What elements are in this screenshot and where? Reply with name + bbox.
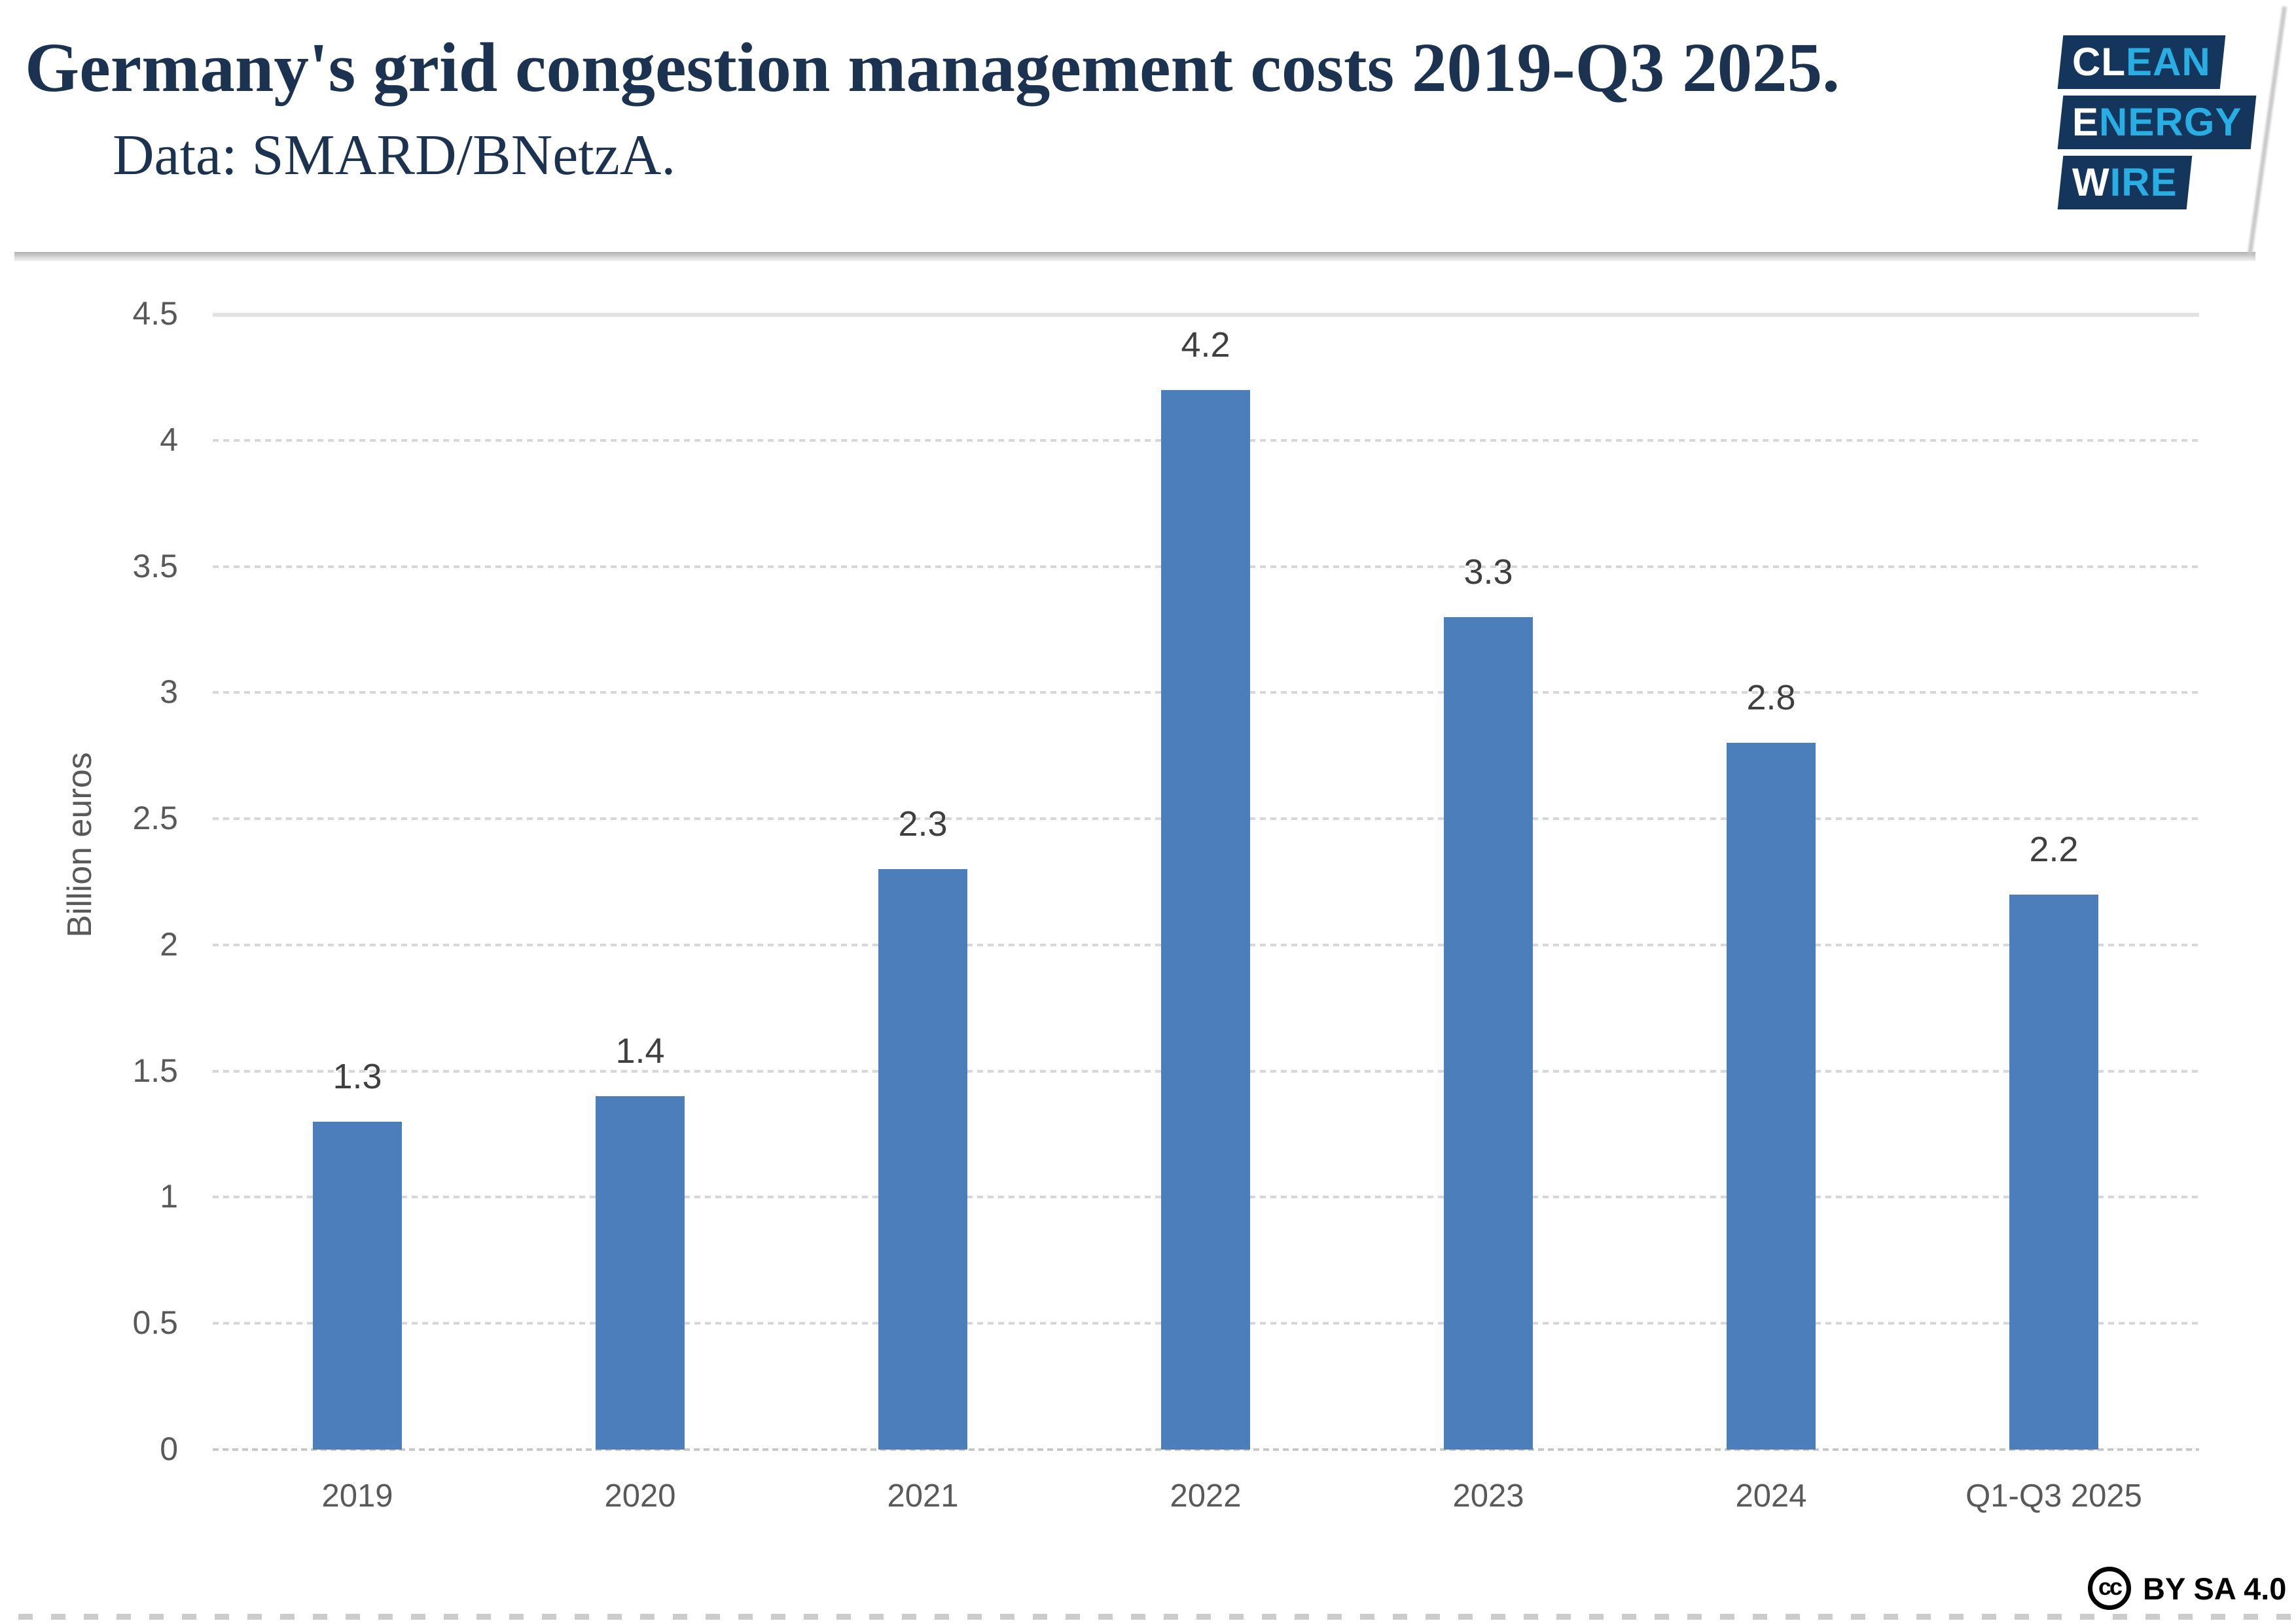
logo-row-wire: WIRE bbox=[2057, 156, 2192, 209]
page-title: Germany's grid congestion management cos… bbox=[25, 29, 1840, 107]
x-tick-label: 2023 bbox=[1452, 1478, 1524, 1514]
logo-row-clean: CLEAN bbox=[2057, 35, 2225, 89]
bar-2021 bbox=[878, 869, 967, 1450]
clean-energy-wire-logo: CLEAN ENERGY WIRE bbox=[2057, 35, 2257, 216]
license-text: BY SA 4.0 bbox=[2143, 1571, 2287, 1606]
bar-value-label: 2.3 bbox=[898, 804, 948, 844]
bar-Q1-Q3 2025 bbox=[2009, 894, 2098, 1450]
x-tick-label: 2021 bbox=[887, 1478, 959, 1514]
bar-2019 bbox=[313, 1121, 402, 1450]
x-tick-label: 2022 bbox=[1170, 1478, 1242, 1514]
bar-value-label: 1.4 bbox=[615, 1031, 665, 1071]
logo-text-white: W bbox=[2072, 160, 2110, 204]
bar-2020 bbox=[596, 1096, 685, 1450]
data-source-subtitle: Data: SMARD/BNetzA. bbox=[113, 124, 676, 187]
bar-value-label: 4.2 bbox=[1181, 325, 1230, 365]
bottom-dashed-border bbox=[0, 1614, 2296, 1620]
bar-value-label: 2.8 bbox=[1746, 678, 1796, 718]
x-tick-label: 2020 bbox=[604, 1478, 676, 1514]
x-tick-label: 2024 bbox=[1735, 1478, 1807, 1514]
y-tick-label: 0.5 bbox=[132, 1304, 178, 1342]
y-tick-label: 3 bbox=[160, 673, 178, 711]
y-tick-label: 3.5 bbox=[132, 547, 178, 584]
license-badge: cc BY SA 4.0 bbox=[2088, 1567, 2286, 1610]
logo-row-energy: ENERGY bbox=[2057, 96, 2257, 149]
y-tick-label: 4.5 bbox=[132, 295, 178, 332]
logo-text-white: CL bbox=[2072, 40, 2126, 84]
logo-text-blue: EAN bbox=[2125, 40, 2211, 84]
logo-text-white: E bbox=[2072, 100, 2100, 144]
bar-2024 bbox=[1727, 743, 1816, 1450]
y-tick-label: 1.5 bbox=[132, 1052, 178, 1089]
y-tick-label: 4 bbox=[160, 421, 178, 458]
bar-2023 bbox=[1444, 616, 1533, 1450]
bar-value-label: 2.2 bbox=[2029, 829, 2079, 869]
logo-text-blue: IRE bbox=[2109, 160, 2178, 204]
y-tick-label: 2 bbox=[160, 925, 178, 963]
gridline-0 bbox=[213, 1448, 2199, 1451]
creative-commons-icon: cc bbox=[2088, 1567, 2131, 1610]
y-tick-label: 0 bbox=[160, 1431, 178, 1467]
x-tick-label: Q1-Q3 2025 bbox=[1965, 1478, 2142, 1514]
bar-value-label: 3.3 bbox=[1463, 552, 1513, 592]
y-tick-label: 2.5 bbox=[132, 800, 178, 837]
x-tick-label: 2019 bbox=[321, 1478, 393, 1514]
y-tick-label: 1 bbox=[160, 1178, 178, 1215]
gridline-4.5 bbox=[213, 313, 2199, 317]
logo-text-blue: NERGY bbox=[2099, 100, 2242, 144]
header-bottom-shadow bbox=[14, 252, 2255, 261]
bar-value-label: 1.3 bbox=[332, 1056, 382, 1096]
bar-2022 bbox=[1161, 389, 1250, 1450]
